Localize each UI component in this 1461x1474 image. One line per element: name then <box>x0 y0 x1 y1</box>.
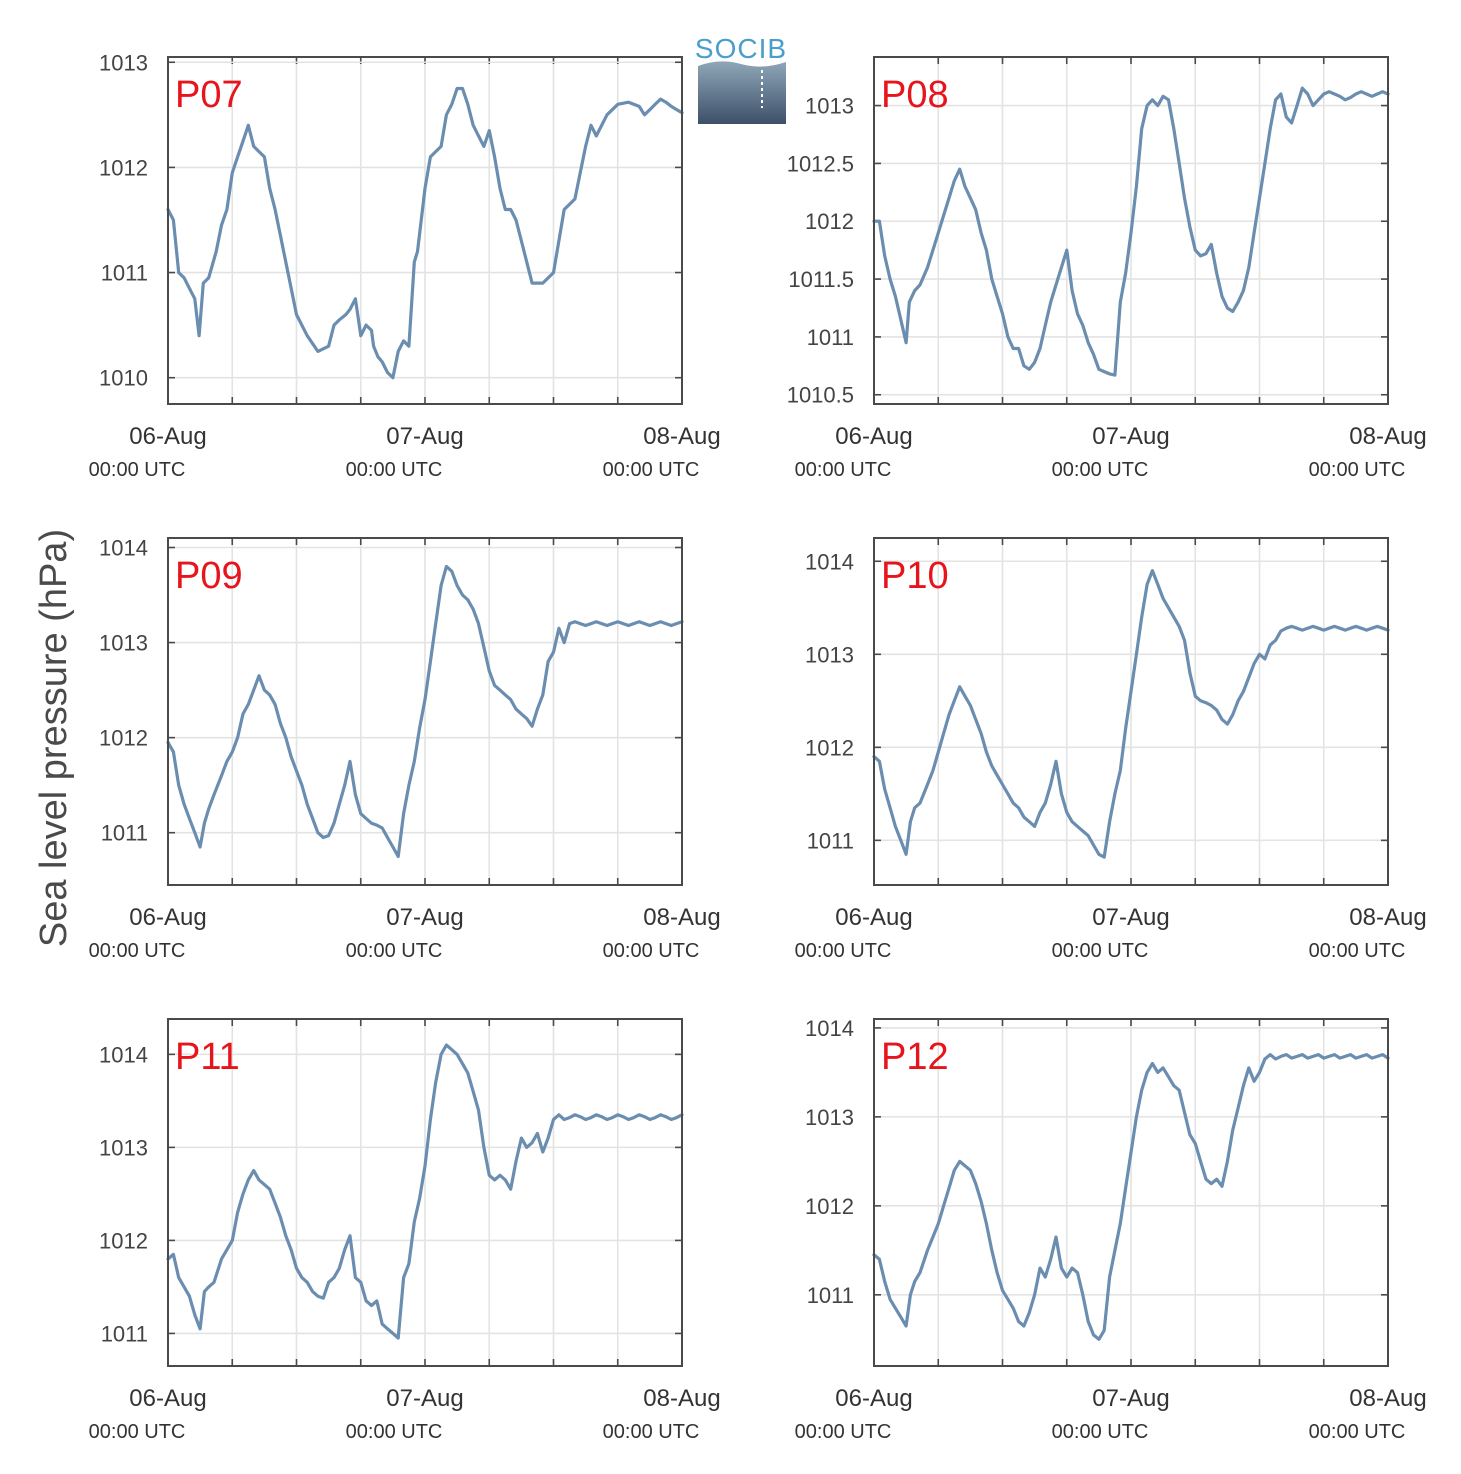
x-tick-label-date: 06-Aug <box>129 1385 206 1412</box>
x-tick-label-time: 00:00 UTC <box>346 940 443 962</box>
x-tick-label-time: 00:00 UTC <box>603 459 700 481</box>
panel-label-p07: P07 <box>175 74 243 116</box>
y-tick-label: 1012 <box>99 1228 148 1253</box>
socib-logo-text: SOCIB <box>695 33 787 64</box>
y-tick-label: 1014 <box>99 1042 148 1067</box>
x-tick-label-time: 00:00 UTC <box>89 940 186 962</box>
y-tick-label: 1013 <box>99 1135 148 1160</box>
y-tick-label: 1011 <box>101 1321 148 1346</box>
y-tick-label: 1014 <box>99 536 148 561</box>
y-tick-label: 1013 <box>805 642 854 667</box>
panel-label-p10: P10 <box>881 555 949 597</box>
y-tick-label: 1013 <box>805 94 854 119</box>
plot-frame <box>167 56 683 405</box>
x-tick-label-date: 08-Aug <box>1349 904 1426 931</box>
x-tick-label-date: 07-Aug <box>386 423 463 450</box>
y-tick-label: 1014 <box>805 549 854 574</box>
y-tick-label: 1011 <box>807 828 854 853</box>
x-tick-label-date: 08-Aug <box>643 423 720 450</box>
x-tick-label-date: 07-Aug <box>1092 904 1169 931</box>
y-tick-label: 1014 <box>805 1016 854 1041</box>
socib-logo-wave-icon <box>698 61 786 124</box>
x-tick-label-date: 06-Aug <box>835 904 912 931</box>
x-tick-label-date: 08-Aug <box>1349 423 1426 450</box>
series-line-p10 <box>872 569 1390 859</box>
panel-p12: 1011 1012 1013 1014 P12 06-Aug 00:00 UTC 07-Aug… <box>795 1016 1427 1443</box>
panel-p09: 1011 1012 1013 1014 P09 06-Aug 00:00 UTC 07-Aug… <box>89 536 721 962</box>
y-tick-label: 1012 <box>805 735 854 760</box>
y-tick-label: 1011 <box>101 261 148 286</box>
y-tick-label: 1012 <box>99 155 148 180</box>
x-tick-label-date: 06-Aug <box>129 904 206 931</box>
panel-label-p08: P08 <box>881 74 949 116</box>
x-tick-label-date: 08-Aug <box>643 1385 720 1412</box>
series-line-p07 <box>166 86 684 380</box>
series-line-p09 <box>166 564 684 859</box>
x-tick-label-time: 00:00 UTC <box>795 940 892 962</box>
y-tick-label: 1013 <box>99 50 148 75</box>
x-tick-label-time: 00:00 UTC <box>1309 459 1406 481</box>
plot-frame <box>167 1018 683 1367</box>
plot-frame <box>873 537 1389 886</box>
x-tick-label-date: 08-Aug <box>643 904 720 931</box>
x-tick-label-date: 07-Aug <box>386 1385 463 1412</box>
y-tick-label: 1012 <box>805 1194 854 1219</box>
x-tick-label-date: 07-Aug <box>1092 1385 1169 1412</box>
x-tick-label-time: 00:00 UTC <box>1309 1421 1406 1443</box>
y-tick-label: 1010.5 <box>787 383 854 408</box>
x-tick-label-date: 06-Aug <box>835 423 912 450</box>
x-tick-label-date: 06-Aug <box>835 1385 912 1412</box>
panel-p07: 1010 1011 1012 1013 P07 06-Aug 00:00 UTC 07-Aug… <box>89 50 721 481</box>
y-tick-label: 1013 <box>805 1105 854 1130</box>
x-tick-label-time: 00:00 UTC <box>89 1421 186 1443</box>
x-tick-label-date: 07-Aug <box>386 904 463 931</box>
series-line-p08 <box>872 86 1390 377</box>
panel-label-p12: P12 <box>881 1036 949 1078</box>
y-tick-label: 1012 <box>99 726 148 751</box>
y-tick-label: 1010 <box>99 366 148 391</box>
x-tick-label-time: 00:00 UTC <box>795 1421 892 1443</box>
x-tick-label-date: 07-Aug <box>1092 423 1169 450</box>
plot-frame <box>873 56 1389 405</box>
x-tick-label-time: 00:00 UTC <box>1309 940 1406 962</box>
x-tick-label-time: 00:00 UTC <box>346 1421 443 1443</box>
plot-frame <box>167 537 683 886</box>
y-axis-label: Sea level pressure (hPa) <box>33 529 75 947</box>
series-line-p12 <box>872 1053 1390 1341</box>
panel-p10: 1011 1012 1013 1014 P10 06-Aug 00:00 UTC 07-Aug… <box>795 537 1427 962</box>
x-tick-label-time: 00:00 UTC <box>1052 1421 1149 1443</box>
y-tick-label: 1011.5 <box>788 267 854 292</box>
x-tick-label-time: 00:00 UTC <box>1052 459 1149 481</box>
panel-p11: 1011 1012 1013 1014 P11 06-Aug 00:00 UTC 07-Aug… <box>89 1018 721 1443</box>
y-tick-label: 1012.5 <box>787 151 854 176</box>
x-tick-label-time: 00:00 UTC <box>795 459 892 481</box>
series-line-p11 <box>166 1043 684 1340</box>
panel-p08: 1010.5 1011 1011.5 1012 1012.5 1013 P08 06-Aug 0… <box>787 56 1427 481</box>
x-tick-label-time: 00:00 UTC <box>89 459 186 481</box>
panel-label-p09: P09 <box>175 555 243 597</box>
y-tick-label: 1011 <box>807 1283 854 1308</box>
y-tick-label: 1011 <box>807 325 854 350</box>
x-tick-label-time: 00:00 UTC <box>1052 940 1149 962</box>
y-tick-label: 1012 <box>805 209 854 234</box>
panels: 1010 1011 1012 1013 P07 06-Aug 00:00 UTC 07-Aug… <box>89 50 1427 1443</box>
x-tick-label-time: 00:00 UTC <box>603 940 700 962</box>
y-tick-label: 1013 <box>99 631 148 656</box>
socib-logo: SOCIB <box>695 33 787 124</box>
y-tick-label: 1011 <box>101 821 148 846</box>
x-tick-label-date: 06-Aug <box>129 423 206 450</box>
x-tick-label-time: 00:00 UTC <box>603 1421 700 1443</box>
plot-frame <box>873 1018 1389 1367</box>
x-tick-label-date: 08-Aug <box>1349 1385 1426 1412</box>
panel-label-p11: P11 <box>175 1036 240 1078</box>
x-tick-label-time: 00:00 UTC <box>346 459 443 481</box>
